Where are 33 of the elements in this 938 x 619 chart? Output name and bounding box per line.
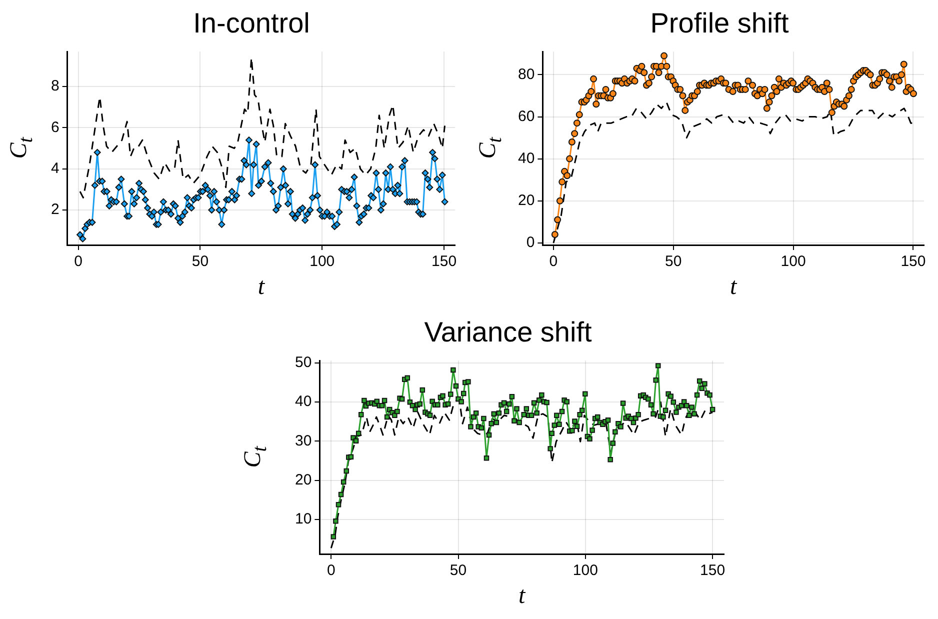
x-axis-title: t xyxy=(518,583,526,610)
chart-title: Profile shift xyxy=(650,8,789,39)
x-tick-label: 50 xyxy=(192,253,209,270)
y-tick-label: 20 xyxy=(518,192,535,209)
y-tick-label: 20 xyxy=(294,472,312,489)
y-tick-label: 30 xyxy=(294,432,312,450)
x-tick-label: 100 xyxy=(310,253,335,270)
x-tick-label: 0 xyxy=(549,253,558,270)
x-tick-label: 50 xyxy=(665,253,682,270)
y-tick-label: 10 xyxy=(294,510,312,528)
y-tick-label: 40 xyxy=(294,393,312,410)
y-tick-label: 2 xyxy=(51,201,60,218)
x-tick-label: 150 xyxy=(432,253,457,270)
y-tick-label: 40 xyxy=(518,150,535,167)
y-tick-label: 6 xyxy=(51,118,60,136)
line-series xyxy=(79,57,446,198)
y-tick-label: 0 xyxy=(526,234,535,252)
x-tick-label: 100 xyxy=(572,562,598,580)
chart-title: In-control xyxy=(193,8,310,39)
x-tick-label: 0 xyxy=(74,253,82,270)
x-axis-title: t xyxy=(730,274,737,301)
y-tick-label: 50 xyxy=(294,354,312,372)
x-tick-label: 0 xyxy=(326,562,336,580)
x-tick-label: 50 xyxy=(450,562,467,580)
x-tick-label: 150 xyxy=(900,253,926,270)
x-tick-label: 100 xyxy=(780,253,806,270)
y-tick-label: 60 xyxy=(518,108,535,125)
y-tick-label: 8 xyxy=(51,78,60,95)
y-tick-label: 80 xyxy=(518,66,535,83)
chart-title: Variance shift xyxy=(424,316,592,348)
x-axis-title: t xyxy=(258,274,264,301)
y-tick-label: 4 xyxy=(51,160,60,178)
x-tick-label: 150 xyxy=(700,562,726,580)
